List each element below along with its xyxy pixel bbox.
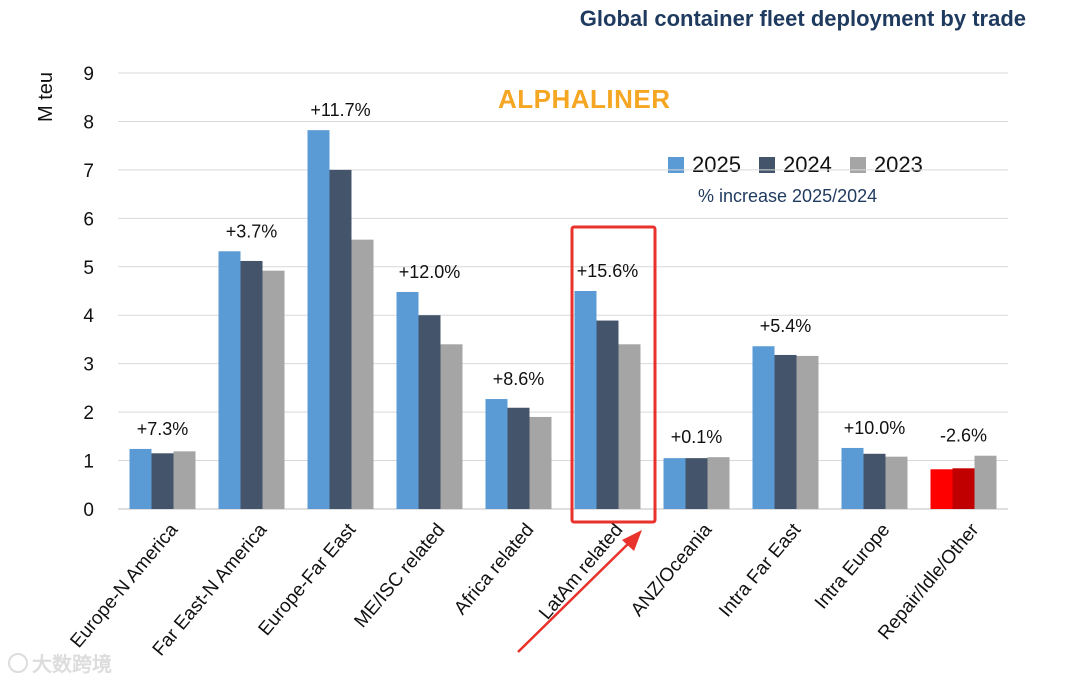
bar-repair-idle-other-2024 (952, 468, 975, 509)
y-tick-label-2: 2 (83, 403, 94, 424)
bar-far-east-n-america-2025 (218, 251, 241, 509)
bar-europe-far-east-2023 (351, 239, 374, 509)
highlight-box (570, 225, 657, 524)
legend: 2025 2024 2023 (668, 152, 923, 178)
legend-swatch-2023 (849, 157, 866, 173)
bar-latam-related-2025 (574, 291, 597, 509)
bar-intra-europe-2024 (863, 453, 886, 509)
y-tick-label-5: 5 (83, 258, 94, 279)
highlight-arrow-shaft (517, 539, 633, 653)
annotation-me-isc-related: +12.0% (399, 262, 461, 282)
watermark-text: 大数跨境 (32, 654, 112, 676)
bar-africa-related-2025 (485, 399, 508, 509)
bar-me-isc-related-2023 (440, 344, 463, 509)
bar-africa-related-2024 (507, 407, 530, 509)
chart-title: Global container fleet deployment by tra… (579, 6, 1026, 31)
y-tick-label-3: 3 (83, 355, 94, 376)
bar-anz-oceania-2024 (685, 458, 708, 509)
legend-item-2024: 2024 (758, 152, 832, 178)
annotation-intra-europe: +10.0% (844, 418, 906, 438)
y-tick-label-6: 6 (83, 209, 94, 230)
x-tick-label-intra-europe: Intra Europe (811, 520, 894, 614)
bar-europe-n-america-2025 (129, 448, 152, 509)
bar-me-isc-related-2024 (418, 315, 441, 509)
y-tick-label-4: 4 (83, 306, 94, 327)
highlight-arrow-head (622, 530, 642, 551)
x-tick-label-africa-related: Africa related (450, 520, 538, 619)
bar-europe-far-east-2024 (329, 169, 352, 509)
legend-swatch-2025 (668, 157, 684, 173)
bar-me-isc-related-2025 (396, 291, 419, 509)
x-tick-label-latam-related: LatAm related (535, 520, 627, 624)
y-tick-label-1: 1 (83, 452, 94, 473)
annotation-anz-oceania: +0.1% (671, 427, 723, 447)
y-tick-label-8: 8 (83, 112, 94, 133)
bar-latam-related-2023 (618, 344, 641, 509)
y-tick-label-7: 7 (83, 161, 94, 182)
bar-repair-idle-other-2025 (930, 469, 953, 509)
brand-logo: ALPHALINER (498, 84, 671, 114)
legend-label-2023: 2023 (873, 152, 923, 177)
x-tick-label-anz-oceania: ANZ/Oceania (627, 519, 717, 620)
legend-note: % increase 2025/2024 (698, 186, 878, 206)
bar-latam-related-2024 (596, 320, 619, 509)
x-tick-label-europe-far-east: Europe-Far East (255, 519, 361, 640)
x-tick-label-intra-far-east: Intra Far East (715, 519, 806, 621)
bar-europe-n-america-2023 (173, 451, 196, 509)
bar-anz-oceania-2025 (663, 458, 686, 509)
x-tick-label-me-isc-related: ME/ISC related (350, 520, 449, 632)
annotation-repair-idle-other: -2.6% (940, 426, 987, 446)
bar-far-east-n-america-2023 (262, 270, 285, 509)
bar-anz-oceania-2023 (707, 457, 730, 509)
bar-intra-europe-2023 (885, 456, 908, 509)
bar-intra-europe-2025 (841, 447, 864, 509)
bar-africa-related-2023 (529, 416, 552, 509)
annotation-intra-far-east: +5.4% (760, 316, 812, 336)
annotation-europe-n-america: +7.3% (137, 419, 189, 439)
bar-intra-far-east-2024 (774, 354, 797, 509)
legend-label-2025: 2025 (692, 152, 741, 177)
x-tick-label-repair-idle-other: Repair/Idle/Other (874, 519, 984, 644)
bar-intra-far-east-2023 (796, 355, 819, 509)
annotation-europe-far-east: +11.7% (310, 100, 370, 120)
y-tick-label-9: 9 (83, 64, 94, 85)
legend-item-2025: 2025 (668, 152, 741, 178)
y-tick-label-0: 0 (83, 500, 94, 521)
bar-repair-idle-other-2023 (974, 455, 997, 509)
watermark-icon (8, 652, 28, 673)
annotation-africa-related: +8.6% (493, 369, 545, 389)
watermark: 大数跨境 (8, 648, 112, 677)
bar-europe-far-east-2025 (307, 130, 330, 510)
annotation-latam-related: +15.6% (577, 261, 639, 281)
annotation-far-east-n-america: +3.7% (226, 221, 278, 241)
bar-europe-n-america-2024 (151, 453, 174, 509)
legend-item-2023: 2023 (849, 152, 923, 178)
bar-far-east-n-america-2024 (240, 260, 263, 509)
y-axis-label: M teu (35, 72, 57, 122)
legend-label-2024: 2024 (782, 152, 832, 177)
bar-intra-far-east-2025 (752, 346, 775, 509)
legend-swatch-2024 (758, 157, 775, 173)
